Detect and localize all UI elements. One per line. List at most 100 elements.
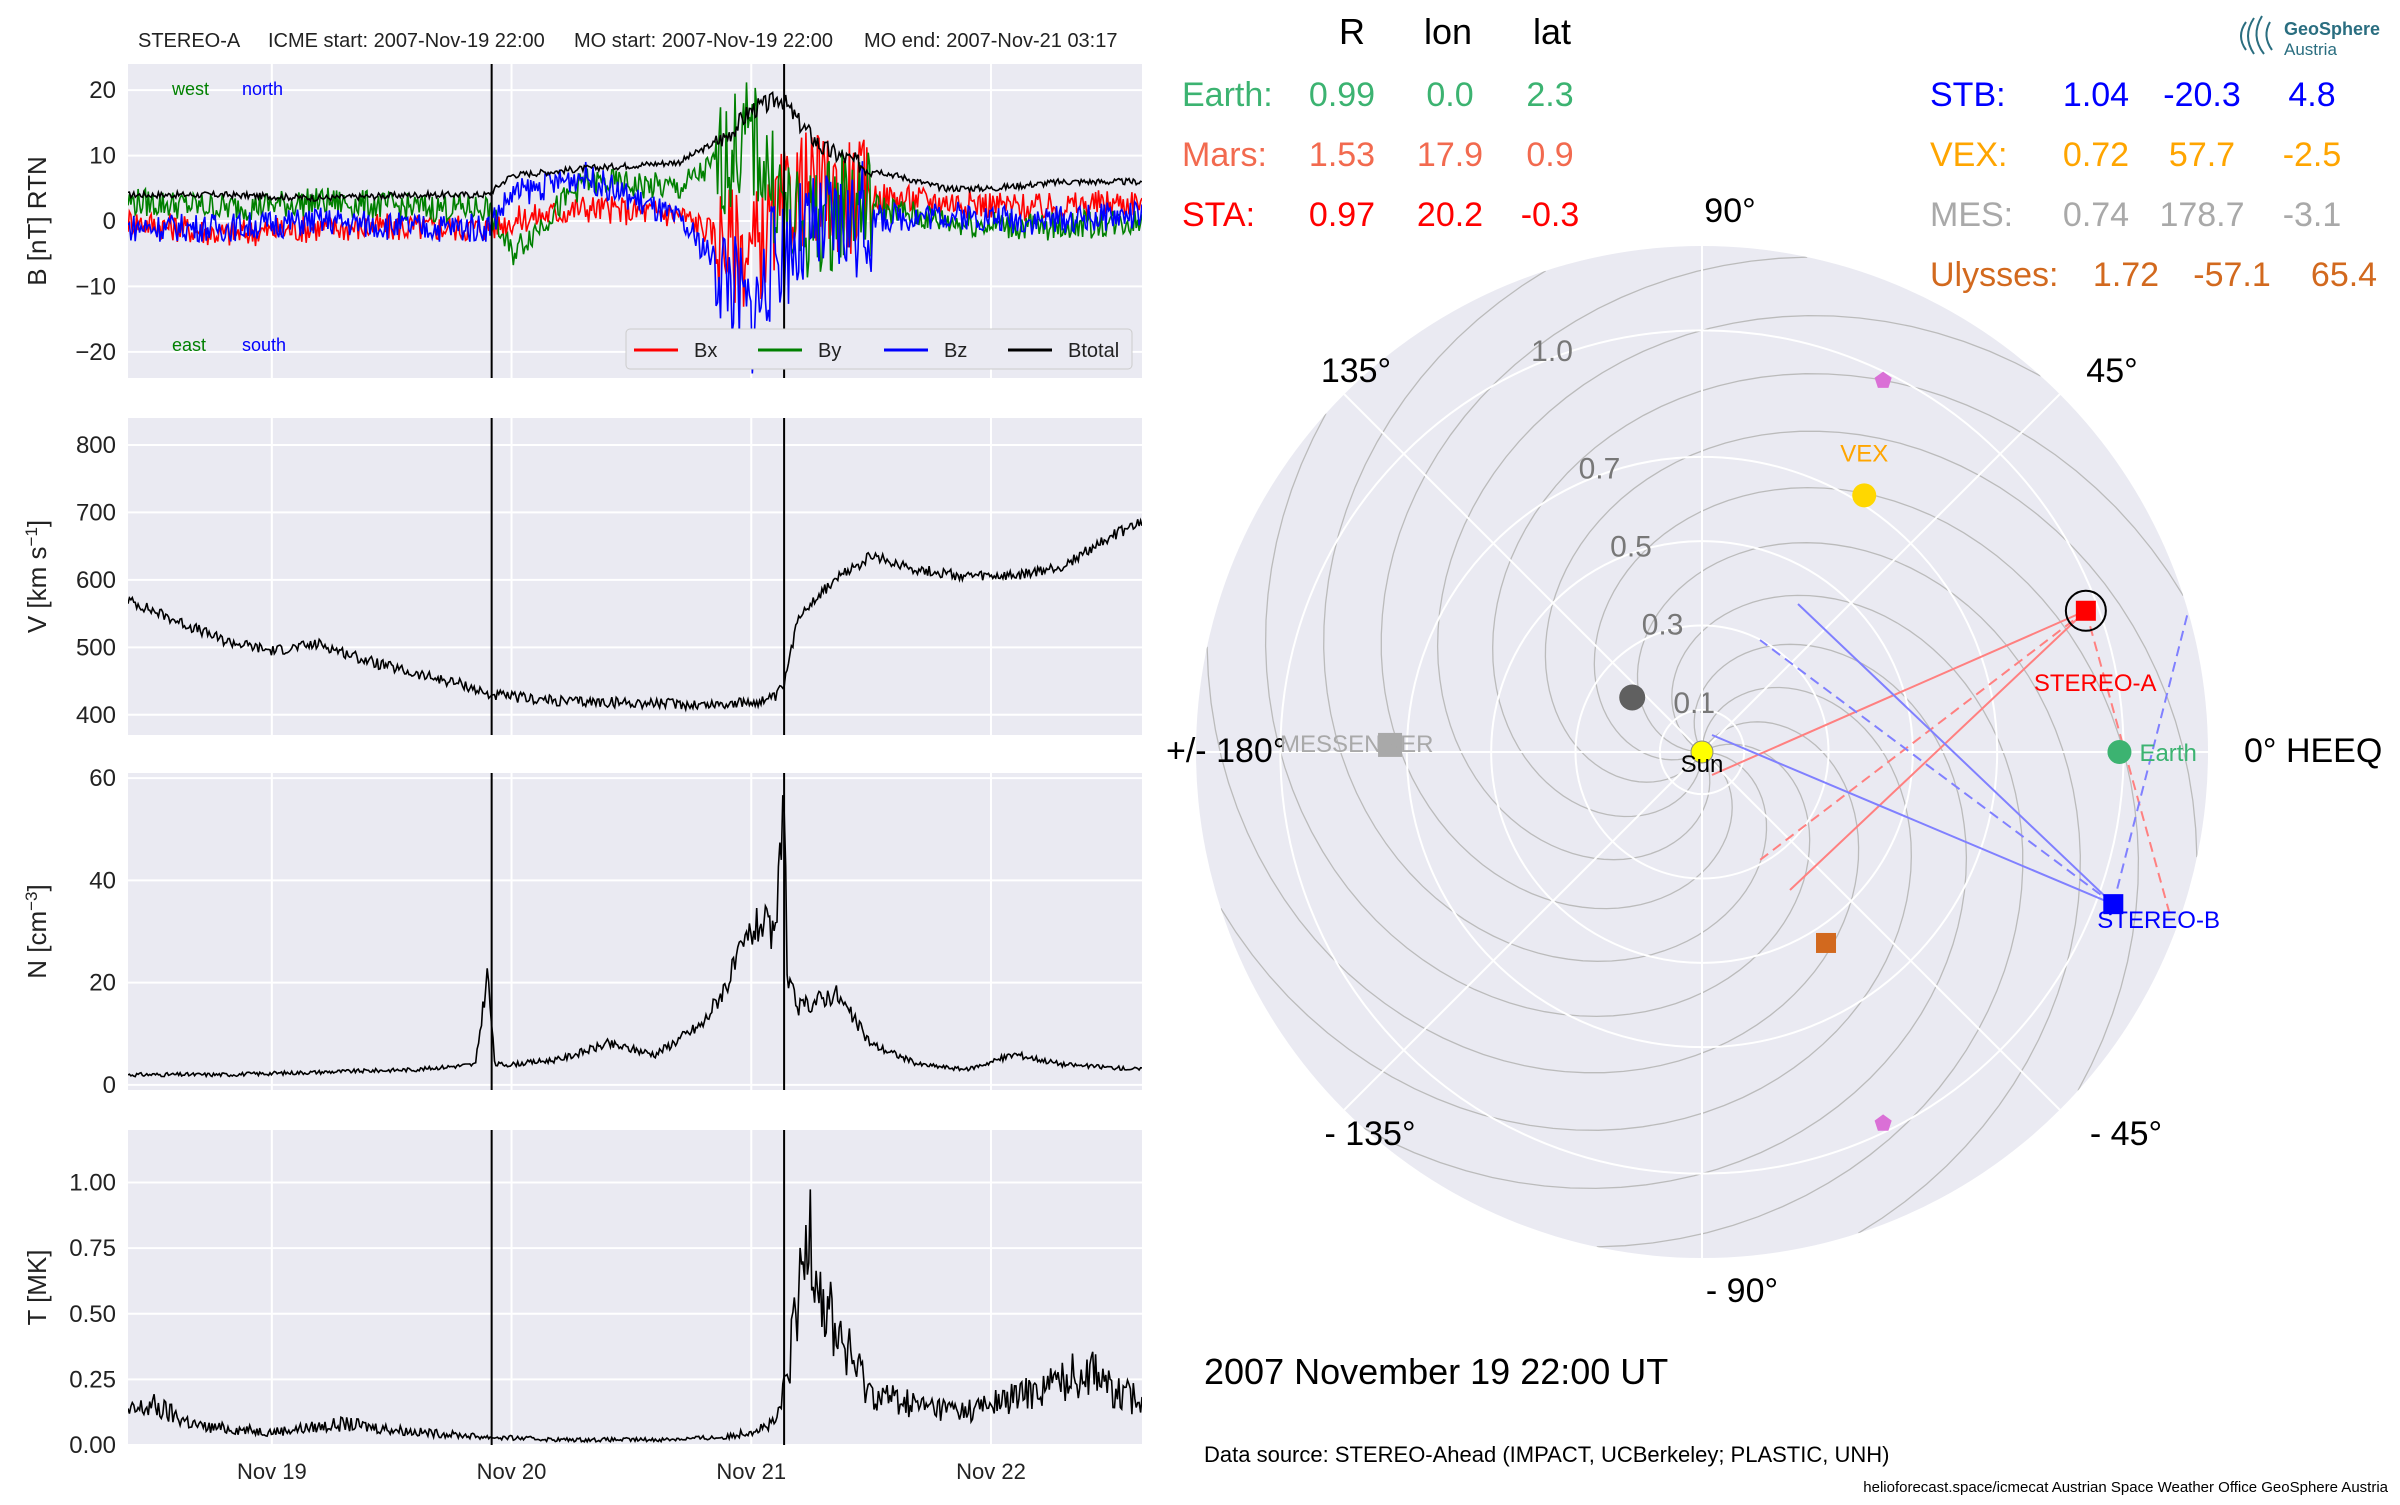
annot-west: west xyxy=(171,79,209,99)
angle-label: - 135° xyxy=(1324,1115,1415,1153)
ytick-label: −10 xyxy=(75,273,116,300)
body-mercury xyxy=(1619,684,1646,711)
legend-label-by: By xyxy=(818,340,841,362)
logo-swirl-icon xyxy=(2240,15,2273,55)
panel-t: 0.00 0.25 0.50 0.75 1.00 T [MK] Nov 19 Nov 20 No… xyxy=(22,1130,1142,1484)
radial-tick-label: 0.7 xyxy=(1579,452,1621,485)
body-stereo-a xyxy=(2075,600,2096,621)
angular-grid xyxy=(1701,393,2061,753)
fov-line xyxy=(1789,610,2087,891)
pos-header-r: R xyxy=(1339,11,1365,52)
annot-east: east xyxy=(172,335,206,355)
pos-row-lat: 4.8 xyxy=(2288,76,2335,114)
legend-label-bx: Bx xyxy=(694,340,717,362)
radial-tick-label: 1.0 xyxy=(1531,335,1573,368)
radial-tick-label: 0.1 xyxy=(1673,687,1715,720)
ytick-label: 20 xyxy=(89,77,116,104)
ytick-label: 400 xyxy=(76,702,116,729)
xtick-label: Nov 22 xyxy=(956,1459,1026,1484)
angle-label: 90° xyxy=(1704,192,1755,230)
body-ulysses xyxy=(1816,932,1837,953)
ylabel: N [cm−3] xyxy=(22,884,53,979)
legend-label-btotal: Btotal xyxy=(1068,340,1119,362)
pos-row-r: 1.72 xyxy=(2093,256,2159,294)
pos-row-lon: -57.1 xyxy=(2193,256,2271,294)
annot-south: south xyxy=(242,335,286,355)
header-mo-end: MO end: 2007-Nov-21 03:17 xyxy=(864,30,1118,52)
pos-row-name: MES: xyxy=(1930,196,2013,234)
logo-line1: GeoSphere xyxy=(2284,19,2380,39)
ytick-label: 0.25 xyxy=(69,1366,116,1393)
pos-row-lat: -3.1 xyxy=(2283,196,2342,234)
ytick-label: 500 xyxy=(76,634,116,661)
body-probe1 xyxy=(1874,371,1892,388)
panel-n: 0 20 40 60 N [cm−3] xyxy=(22,765,1142,1099)
header-icme-start: ICME start: 2007-Nov-19 22:00 xyxy=(268,30,545,52)
angle-label: - 90° xyxy=(1706,1272,1778,1310)
fov-line xyxy=(1759,639,2114,905)
pos-row-name: Earth: xyxy=(1182,76,1273,114)
radial-tick-label: 0.5 xyxy=(1610,531,1652,564)
body-label: Earth xyxy=(2139,740,2196,767)
pos-row-lon: 57.7 xyxy=(2169,136,2235,174)
angular-grid xyxy=(1701,751,2061,1111)
body-label: Sun xyxy=(1681,751,1724,778)
ytick-label: 0.75 xyxy=(69,1235,116,1262)
panel-b: −20 −10 0 10 20 B [nT] RTN west north east south B… xyxy=(22,64,1142,378)
ytick-label: 1.00 xyxy=(69,1170,116,1197)
ytick-label: 0.50 xyxy=(69,1301,116,1328)
pos-row-name: STB: xyxy=(1930,76,2006,114)
radial-tick-label: 0.3 xyxy=(1642,609,1684,642)
fov-line xyxy=(1711,734,2114,906)
body-vex xyxy=(1852,483,1877,508)
series-by xyxy=(128,82,1142,278)
ytick-label: 0.00 xyxy=(69,1432,116,1459)
pos-row-r: 0.97 xyxy=(1309,196,1375,234)
angle-label: 45° xyxy=(2086,352,2137,390)
pos-row-lat: 0.9 xyxy=(1526,136,1573,174)
angle-label: 0° HEEQ xyxy=(2244,732,2382,770)
pos-row-lat: -0.3 xyxy=(1521,196,1580,234)
pos-row-lon: 20.2 xyxy=(1417,196,1483,234)
date-text: 2007 November 19 22:00 UT xyxy=(1204,1351,1668,1392)
stereo-a-ring xyxy=(2064,589,2107,632)
legend: Bx By Bz Btotal xyxy=(625,328,1133,370)
legend-label-bz: Bz xyxy=(944,340,967,362)
pos-row-lon: 178.7 xyxy=(2159,196,2244,234)
pos-row-lon: 17.9 xyxy=(1417,136,1483,174)
ytick-label: 700 xyxy=(76,499,116,526)
ytick-label: 20 xyxy=(89,970,116,997)
pos-row-lon: -20.3 xyxy=(2163,76,2241,114)
pos-row-name: Ulysses: xyxy=(1930,256,2058,294)
ylabel: V [km s−1] xyxy=(22,520,53,633)
body-stereo-b xyxy=(2103,894,2124,915)
fov-line xyxy=(2112,611,2189,905)
body-probe2 xyxy=(1874,1114,1892,1131)
body-label: MESSENGER xyxy=(1280,731,1433,758)
series-bz xyxy=(128,161,1142,374)
body-messenger xyxy=(1378,732,1403,757)
angle-label: +/- 180° xyxy=(1166,732,1286,770)
ytick-label: 600 xyxy=(76,567,116,594)
ytick-label: 40 xyxy=(89,867,116,894)
panel-bg xyxy=(128,1130,1142,1445)
body-label: STEREO-B xyxy=(2097,907,2220,934)
pos-row-name: Mars: xyxy=(1182,136,1267,174)
fov-line xyxy=(2084,610,2171,916)
angle-label: 135° xyxy=(1321,352,1391,390)
legend-box xyxy=(625,328,1133,370)
pos-row-lat: 2.3 xyxy=(1526,76,1573,114)
pos-row-name: STA: xyxy=(1182,196,1255,234)
pos-row-lat: -2.5 xyxy=(2283,136,2342,174)
geosphere-logo: GeoSphere Austria xyxy=(2240,15,2380,59)
body-label: STEREO-A xyxy=(2034,670,2157,697)
pos-header-lon: lon xyxy=(1424,11,1472,52)
pos-row-r: 0.74 xyxy=(2063,196,2129,234)
body-label: VEX xyxy=(1840,440,1888,467)
pos-row-r: 1.04 xyxy=(2063,76,2129,114)
pos-row-r: 1.53 xyxy=(1309,136,1375,174)
body-sun xyxy=(1690,740,1714,764)
